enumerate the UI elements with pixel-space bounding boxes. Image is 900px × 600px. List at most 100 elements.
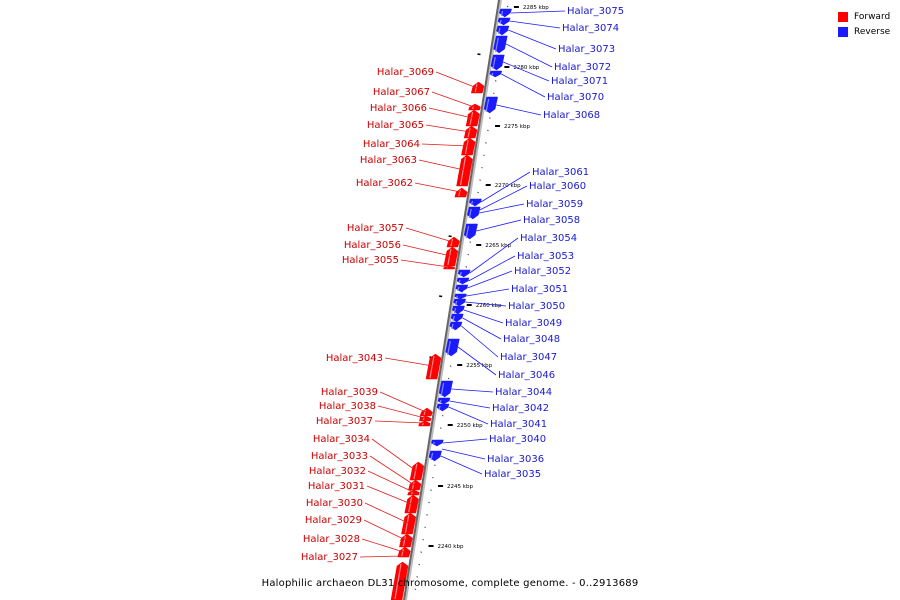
forward-gene-label[interactable]: Halar_3027 bbox=[301, 552, 358, 563]
reverse-gene-label[interactable]: Halar_3075 bbox=[567, 6, 624, 17]
reverse-gene-label[interactable]: Halar_3040 bbox=[489, 434, 546, 445]
reverse-gene-feature[interactable] bbox=[457, 269, 471, 278]
reverse-gene-feature[interactable] bbox=[497, 17, 511, 26]
forward-gene-feature-shading bbox=[467, 127, 471, 138]
reverse-gene-feature-shading bbox=[439, 399, 442, 404]
forward-leader-line bbox=[402, 244, 451, 257]
reverse-gene-feature[interactable] bbox=[454, 293, 467, 300]
reverse-gene-feature[interactable] bbox=[490, 54, 505, 71]
forward-gene-feature[interactable] bbox=[456, 154, 473, 187]
reverse-gene-label[interactable]: Halar_3059 bbox=[526, 199, 583, 210]
forward-gene-label[interactable]: Halar_3063 bbox=[360, 155, 417, 166]
forward-gene-label[interactable]: Halar_3034 bbox=[313, 434, 370, 445]
forward-gene-feature[interactable] bbox=[443, 265, 456, 270]
reverse-gene-label[interactable]: Halar_3054 bbox=[520, 233, 577, 244]
reverse-leader-line bbox=[479, 203, 525, 214]
forward-leader-line bbox=[405, 227, 453, 243]
forward-gene-feature[interactable] bbox=[408, 479, 422, 491]
reverse-gene-label[interactable]: Halar_3073 bbox=[558, 44, 615, 55]
reverse-gene-label[interactable]: Halar_3061 bbox=[532, 167, 589, 178]
forward-gene-feature-shading bbox=[423, 409, 426, 416]
reverse-gene-label[interactable]: Halar_3058 bbox=[523, 215, 580, 226]
forward-gene-label[interactable]: Halar_3028 bbox=[303, 534, 360, 545]
forward-gene-feature[interactable] bbox=[399, 533, 413, 548]
reverse-gene-label[interactable]: Halar_3070 bbox=[547, 92, 604, 103]
forward-gene-feature[interactable] bbox=[425, 353, 442, 380]
reverse-gene-label[interactable]: Halar_3052 bbox=[514, 266, 571, 277]
forward-gene-feature[interactable] bbox=[419, 407, 433, 417]
reverse-leader-line bbox=[505, 43, 553, 68]
forward-gene-label[interactable]: Halar_3056 bbox=[344, 240, 401, 251]
reverse-gene-feature[interactable] bbox=[489, 70, 503, 78]
forward-gene-feature[interactable] bbox=[418, 420, 431, 427]
forward-gene-label[interactable]: Halar_3066 bbox=[370, 103, 427, 114]
forward-gene-label[interactable]: Halar_3038 bbox=[319, 401, 376, 412]
reverse-gene-feature[interactable] bbox=[437, 397, 451, 405]
reverse-gene-label[interactable]: Halar_3060 bbox=[529, 181, 586, 192]
forward-gene-label[interactable]: Halar_3037 bbox=[316, 416, 373, 427]
forward-leader-line bbox=[369, 455, 415, 486]
reverse-gene-label[interactable]: Halar_3074 bbox=[562, 23, 619, 34]
reverse-gene-feature-shading bbox=[452, 315, 455, 322]
reverse-gene-feature[interactable] bbox=[431, 439, 444, 447]
reverse-gene-label[interactable]: Halar_3053 bbox=[517, 251, 574, 262]
forward-gene-label[interactable]: Halar_3031 bbox=[308, 481, 365, 492]
reverse-leader-line bbox=[462, 317, 502, 340]
reverse-gene-feature[interactable] bbox=[436, 403, 450, 412]
forward-gene-feature[interactable] bbox=[397, 546, 411, 558]
forward-gene-feature[interactable] bbox=[446, 236, 460, 248]
reverse-gene-label[interactable]: Halar_3068 bbox=[543, 110, 600, 121]
forward-gene-label[interactable]: Halar_3057 bbox=[347, 223, 404, 234]
reverse-gene-feature[interactable] bbox=[483, 96, 498, 114]
forward-gene-feature[interactable] bbox=[463, 125, 478, 139]
reverse-gene-label[interactable]: Halar_3046 bbox=[498, 370, 555, 381]
reverse-gene-label[interactable]: Halar_3035 bbox=[484, 469, 541, 480]
forward-gene-label[interactable]: Halar_3055 bbox=[342, 255, 399, 266]
forward-gene-feature[interactable] bbox=[468, 103, 481, 111]
forward-gene-feature[interactable] bbox=[454, 187, 468, 198]
forward-leader-line bbox=[414, 182, 461, 193]
forward-gene-feature[interactable] bbox=[390, 561, 409, 600]
reverse-gene-label[interactable]: Halar_3041 bbox=[490, 419, 547, 430]
reverse-gene-label[interactable]: Halar_3050 bbox=[508, 301, 565, 312]
scale-tick-label: 2255 kbp bbox=[466, 363, 492, 369]
reverse-leader-line bbox=[503, 61, 550, 82]
forward-gene-label[interactable]: Halar_3067 bbox=[373, 87, 430, 98]
legend-reverse-label: Reverse bbox=[854, 26, 891, 37]
reverse-gene-feature[interactable] bbox=[438, 380, 453, 398]
reverse-gene-label[interactable]: Halar_3047 bbox=[500, 352, 557, 363]
forward-gene-label[interactable]: Halar_3062 bbox=[356, 178, 413, 189]
forward-gene-feature-shading bbox=[450, 238, 454, 247]
forward-leader-line bbox=[364, 502, 409, 524]
reverse-gene-feature[interactable] bbox=[453, 298, 466, 307]
forward-gene-label[interactable]: Halar_3039 bbox=[321, 387, 378, 398]
reverse-gene-feature-shading bbox=[491, 72, 494, 77]
forward-gene-label[interactable]: Halar_3032 bbox=[309, 466, 366, 477]
reverse-gene-label[interactable]: Halar_3048 bbox=[503, 334, 560, 345]
reverse-gene-label[interactable]: Halar_3036 bbox=[487, 454, 544, 465]
reverse-gene-label[interactable]: Halar_3051 bbox=[511, 284, 568, 295]
reverse-gene-feature[interactable] bbox=[493, 35, 508, 54]
reverse-gene-feature[interactable] bbox=[456, 277, 470, 285]
forward-gene-feature[interactable] bbox=[470, 81, 485, 94]
forward-gene-label[interactable]: Halar_3030 bbox=[306, 498, 363, 509]
reverse-gene-label[interactable]: Halar_3071 bbox=[551, 76, 608, 87]
reverse-gene-feature[interactable] bbox=[469, 198, 482, 207]
reverse-gene-label[interactable]: Halar_3042 bbox=[492, 403, 549, 414]
reverse-gene-feature-shading bbox=[499, 19, 502, 25]
reverse-gene-label[interactable]: Halar_3049 bbox=[505, 318, 562, 329]
forward-gene-label[interactable]: Halar_3064 bbox=[363, 139, 420, 150]
reverse-gene-feature[interactable] bbox=[463, 223, 478, 240]
reverse-gene-label[interactable]: Halar_3044 bbox=[495, 387, 552, 398]
forward-gene-feature[interactable] bbox=[407, 489, 420, 496]
forward-gene-label[interactable]: Halar_3065 bbox=[367, 120, 424, 131]
reverse-gene-feature[interactable] bbox=[455, 284, 469, 293]
forward-gene-label[interactable]: Halar_3029 bbox=[305, 515, 362, 526]
genome-caption: Halophilic archaeon DL31 chromosome, com… bbox=[261, 578, 639, 589]
forward-gene-label[interactable]: Halar_3033 bbox=[311, 451, 368, 462]
reverse-gene-feature[interactable] bbox=[445, 338, 460, 357]
reverse-gene-feature-shading bbox=[497, 27, 501, 35]
forward-gene-label[interactable]: Halar_3069 bbox=[377, 67, 434, 78]
forward-gene-label[interactable]: Halar_3043 bbox=[326, 353, 383, 364]
reverse-gene-label[interactable]: Halar_3072 bbox=[554, 62, 611, 73]
